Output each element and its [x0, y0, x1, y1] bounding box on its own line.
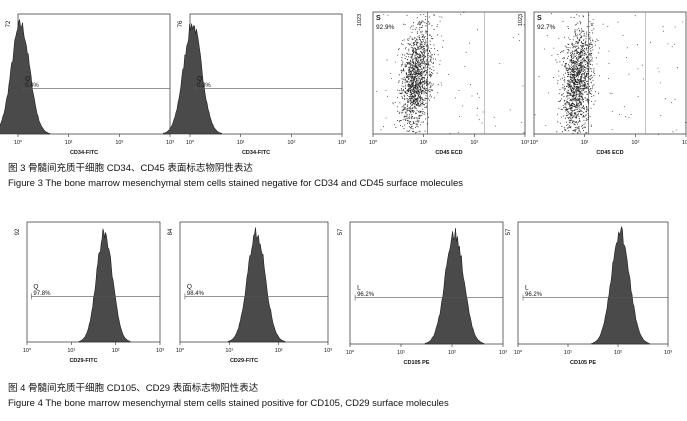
figure4-panel-4-frame: [517, 221, 669, 345]
figure3-panel-3-gate-percent: 92.9%: [376, 24, 395, 31]
figure3-panel-1-gate-percent: 0.4%: [25, 83, 39, 89]
figure4-panel-2-xtick-label: 10¹: [225, 348, 233, 354]
figure3-caption-en: Figure 3 The bone marrow mesenchymal ste…: [8, 178, 463, 189]
figure3-panel-2-gate-label: Q: [197, 75, 202, 82]
figure3-panel-3-ymax: 1023: [357, 14, 363, 26]
figure3-panel-2-frame: [189, 13, 343, 135]
figure4-panel-3: 57 10⁰ 10¹ 10² 10³ L96.2% CD105 PE: [338, 221, 507, 366]
figure3-panel-4-ymax: 1023: [518, 14, 524, 26]
figure3-panel-4-events: [534, 13, 686, 135]
figure3-panel-1-xtick-label: 10²: [115, 140, 123, 146]
figure3-panel-2-gate-percent: 0.3%: [197, 83, 211, 89]
figure4-panel-1: 92 10⁰ 10¹ 10² 10³ Q97.8% CD29-FITC: [15, 221, 164, 364]
figure3-panel-1-xtick-label: 10³: [166, 140, 174, 146]
figure3-panel-3-xtick-label: 10⁰: [369, 139, 378, 146]
figure3-panel-2-xlabel: CD34-FITC: [242, 150, 270, 156]
figure4-caption-en: Figure 4 The bone marrow mesenchymal ste…: [8, 398, 449, 409]
figure3-panel-4-xtick-label: 10⁰: [530, 139, 539, 146]
figure4-panel-1-xtick-label: 10³: [156, 348, 164, 354]
figure4-caption-cn: 图 4 骨髓间充质干细胞 CD105、CD29 表面标志物阳性表达: [8, 383, 259, 394]
figure4-panel-2-xtick-label: 10²: [275, 348, 283, 354]
figure3-panel-4-frame: [533, 11, 687, 135]
figure3-panel-4-xtick-label: 10²: [631, 140, 639, 146]
figure3-panel-3-xtick-label: 10²: [470, 140, 478, 146]
figure3-panel-1-xtick-label: 10⁰: [14, 139, 23, 146]
figure3-panel-2-xtick-label: 10⁰: [186, 139, 195, 146]
figure4-panel-3-histogram: [424, 227, 485, 345]
figure4-panel-2-xtick-label: 10³: [324, 348, 332, 354]
figure3-panel-1-xtick-label: 10¹: [65, 140, 73, 146]
figure3-panel-3-events: [376, 12, 525, 134]
figure4-panel-1-xtick-label: 10²: [112, 348, 120, 354]
figure4-panel-1-xtick-label: 10⁰: [23, 347, 32, 354]
figure4-panel-1-xtick-label: 10¹: [67, 348, 75, 354]
figure4-panel-3-ymax: 57: [338, 228, 344, 235]
figure4-panel-4-xtick-label: 10²: [614, 350, 622, 356]
figure3-panel-4-xtick-label: 10¹: [581, 140, 589, 146]
figure4-panel-4-ymax: 57: [506, 228, 512, 235]
figure3-panel-1-ymax: 72: [6, 20, 12, 27]
figure3-panel-4-gate-label: S: [537, 15, 542, 22]
figure3-panel-3-xlabel: CD45 ECD: [435, 150, 462, 156]
figure4-panel-4: 57 10⁰ 10¹ 10² 10³ L96.2% CD105 PE: [506, 221, 672, 366]
figure3-panel-1-xlabel: CD34-FITC: [70, 150, 98, 156]
figure3-panel-3-xtick-label: 10³: [521, 140, 529, 146]
figure4-panel-2-xtick-label: 10⁰: [176, 347, 185, 354]
figure4-panel-2-xlabel: CD29-FITC: [230, 358, 258, 364]
figure3-panel-4-xlabel: CD45 ECD: [596, 150, 623, 156]
figure4-panel-3-xtick-label: 10²: [448, 350, 456, 356]
figure3-panel-1-histogram: [0, 18, 51, 135]
figure3-panel-3: 1023 10⁰ 10¹ 10² 10³ S 92.9% CD45 ECD: [357, 11, 529, 156]
figure4-panel-4-xtick-label: 10⁰: [514, 349, 523, 356]
figure4-panel-4-histogram: [591, 225, 650, 345]
figure4-panel-3-gate-percent: 96.2%: [357, 292, 375, 298]
figure3-panel-2-ymax: 76: [178, 20, 184, 27]
figure4-panel-3-xlabel: CD105 PE: [404, 360, 430, 366]
figure3-panel-4-gate-percent: 92.7%: [537, 24, 556, 31]
figure3-caption-cn: 图 3 骨髓间充质干细胞 CD34、CD45 表面标志物阴性表达: [8, 163, 253, 174]
figure3-panel-2: 76 10⁰ 10¹ 10² 10³ Q0.3% CD34-FITC: [162, 13, 346, 156]
figure3-panel-1-gate-label: Q: [25, 75, 30, 82]
figure4-panel-2-ymax: 84: [168, 228, 174, 235]
figure4-panel-1-xlabel: CD29-FITC: [69, 358, 97, 364]
figure4-panel-1-histogram: [78, 228, 131, 343]
figure3-panel-3-gate-label: S: [376, 15, 381, 22]
figure3-panel-1-frame: [17, 13, 171, 135]
figure4-panel-3-gate-label: L: [357, 285, 361, 292]
figure4-panel-2-gate-percent: 98.4%: [187, 291, 205, 297]
figure4-panel-4-xtick-label: 10¹: [564, 350, 572, 356]
figure3-panel-2-xtick-label: 10²: [287, 140, 295, 146]
figure3-panel-3-frame: [372, 11, 526, 135]
figure4-panel-3-xtick-label: 10⁰: [346, 349, 355, 356]
figure3-panel-1: 72 10⁰ 10¹ 10² 10³ Q0.4% CD34-FITC: [0, 13, 174, 156]
figure4-panel-4-xtick-label: 10³: [664, 350, 672, 356]
figure4-panel-2-gate-label: Q: [187, 283, 192, 290]
figure3-panel-3-xtick-label: 10¹: [420, 140, 428, 146]
figure3-panel-2-xtick-label: 10¹: [237, 140, 245, 146]
figure4-panel-3-xtick-label: 10¹: [397, 350, 405, 356]
figure3-panel-2-xtick-label: 10³: [338, 140, 346, 146]
figure3-panel-4: 1023 10⁰ 10¹ 10² 10³ S 92.7% CD45 ECD: [518, 11, 687, 156]
figure3-panel-2-histogram: [162, 23, 223, 135]
figure4-panel-2: 84 10⁰ 10¹ 10² 10³ Q98.4% CD29-FITC: [168, 221, 332, 364]
figure4-panel-4-xlabel: CD105 PE: [570, 360, 596, 366]
figure4-panel-3-frame: [349, 221, 504, 345]
figure4-panel-1-gate-label: Q: [33, 283, 38, 290]
figure4-panel-4-gate-label: L: [525, 285, 529, 292]
figure4-panel-1-ymax: 92: [15, 228, 21, 235]
figure3-panel-4-xtick-label: 10³: [682, 140, 687, 146]
figure4-panel-1-gate-percent: 97.8%: [33, 291, 51, 297]
figure4-panel-4-gate-percent: 96.2%: [525, 292, 543, 298]
figure4-panel-2-histogram: [227, 227, 286, 343]
figure4-panel-3-xtick-label: 10³: [499, 350, 507, 356]
